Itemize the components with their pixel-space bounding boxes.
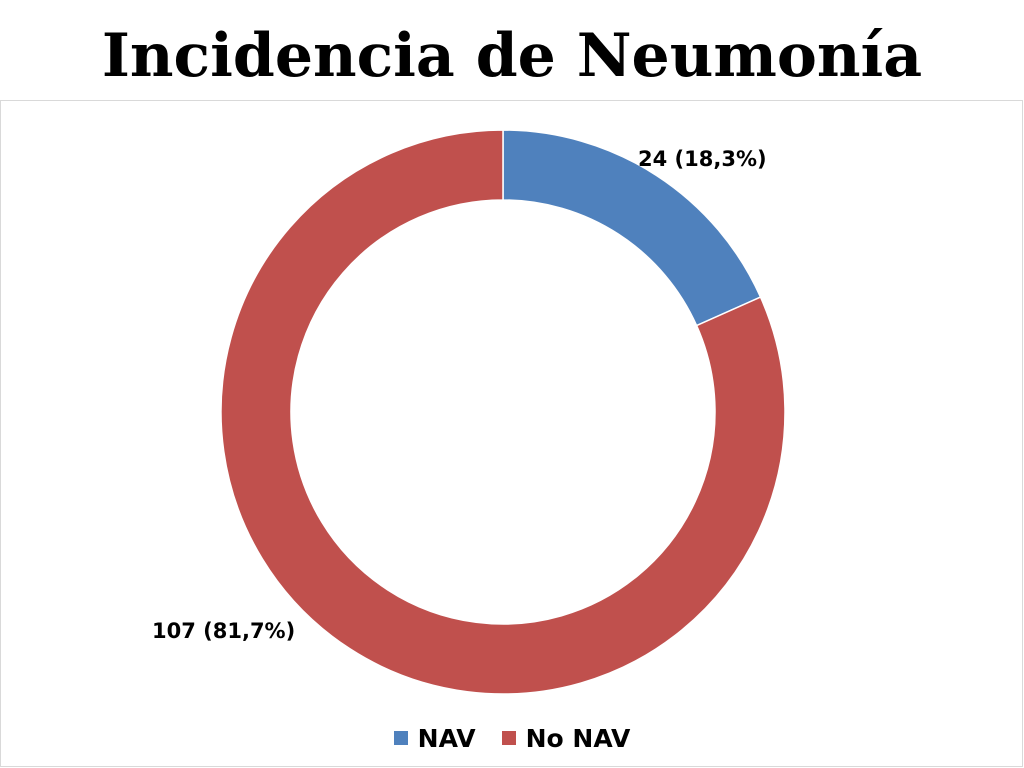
legend-label-no-nav: No NAV bbox=[525, 723, 631, 753]
chart-legend: NAV No NAV bbox=[0, 720, 1024, 756]
chart-area bbox=[0, 100, 1023, 767]
data-label-nav: 24 (18,3%) bbox=[638, 147, 767, 171]
legend-swatch-nav bbox=[393, 731, 408, 745]
legend-label-nav: NAV bbox=[417, 723, 476, 753]
legend-entry-no-nav: No NAV bbox=[501, 723, 631, 753]
data-label-no-nav: 107 (81,7%) bbox=[152, 619, 296, 643]
donut-slice-no-nav bbox=[220, 129, 786, 695]
legend-entry-nav: NAV bbox=[393, 723, 476, 753]
slide-title: Incidencia de Neumonía bbox=[101, 21, 923, 91]
legend-swatch-no-nav bbox=[501, 731, 516, 745]
